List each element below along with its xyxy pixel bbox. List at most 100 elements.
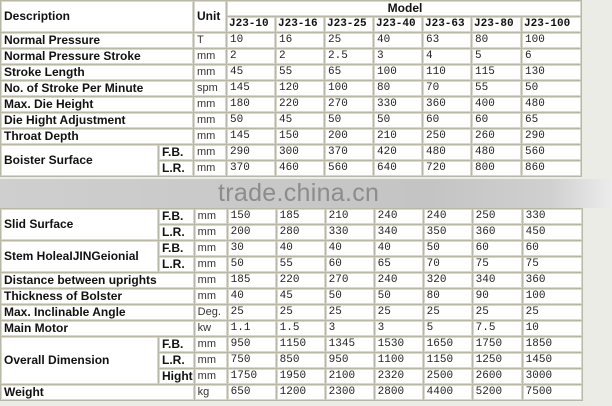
value-cell: 110 [423, 65, 471, 80]
value-cell: 5 [472, 49, 521, 64]
value-cell: 10 [227, 33, 275, 48]
model-header: Model [227, 1, 581, 16]
value-cell: 115 [472, 65, 521, 80]
unit-cell: T [194, 33, 226, 48]
value-cell: 75 [472, 257, 522, 272]
value-cell: 2.5 [325, 49, 373, 64]
value-cell: 360 [522, 273, 582, 288]
unit-cell: mm [194, 289, 227, 304]
value-cell: 40 [325, 241, 374, 256]
unit-cell: mm [194, 145, 226, 160]
unit-cell: mm [194, 369, 227, 384]
value-cell: 460 [276, 161, 324, 176]
value-cell: 1250 [472, 353, 522, 368]
value-cell: 950 [227, 337, 276, 352]
value-cell: 1.1 [227, 321, 276, 336]
value-cell: 1750 [472, 337, 522, 352]
unit-cell: mm [194, 241, 227, 256]
sub-label: L.R. [159, 353, 194, 368]
value-cell: 65 [325, 65, 373, 80]
row-label: Max. Inclinable Angle [1, 305, 194, 320]
value-cell: 1950 [276, 369, 325, 384]
value-cell: 450 [522, 225, 582, 240]
unit-cell: kw [194, 321, 227, 336]
value-cell: 3 [374, 321, 423, 336]
unit-cell: mm [194, 49, 226, 64]
value-cell: 80 [374, 81, 422, 96]
value-cell: 330 [522, 209, 582, 224]
table-row: Stroke Length mm 45 55 65 100 110 115 130 [1, 65, 581, 80]
value-cell: 480 [472, 145, 521, 160]
value-cell: 850 [276, 353, 325, 368]
value-cell: 360 [423, 97, 471, 112]
value-cell: 25 [325, 33, 373, 48]
table-row: Thickness of Bolster mm 40 45 50 50 80 90 100 [1, 289, 582, 304]
row-label: Main Motor [1, 321, 194, 336]
value-cell: 90 [472, 289, 522, 304]
value-cell: 340 [374, 225, 423, 240]
unit-cell: kg [194, 385, 227, 400]
value-cell: 55 [276, 257, 325, 272]
value-cell: 240 [423, 209, 472, 224]
model-header-cell: J23-100 [522, 17, 581, 32]
value-cell: 1345 [325, 337, 374, 352]
row-label: Die Hight Adjustment [1, 113, 193, 128]
value-cell: 480 [423, 145, 471, 160]
sub-label: L.R. [159, 257, 194, 272]
value-cell: 50 [374, 289, 423, 304]
value-cell: 1100 [374, 353, 423, 368]
value-cell: 25 [325, 305, 374, 320]
value-cell: 240 [374, 273, 423, 288]
sub-label: Hight [159, 369, 194, 384]
value-cell: 100 [374, 65, 422, 80]
value-cell: 60 [472, 113, 521, 128]
value-cell: 640 [374, 161, 422, 176]
unit-cell: spm [194, 81, 226, 96]
value-cell: 2800 [374, 385, 423, 400]
value-cell: 720 [423, 161, 471, 176]
table-row: Stem HoleaIJINGeionial F.B. mm 30 40 40 40 50 60… [1, 241, 582, 272]
value-cell: 950 [325, 353, 374, 368]
value-cell: 60 [423, 113, 471, 128]
table-row: Throat Depth mm 145 150 200 210 250 260 290 [1, 129, 581, 144]
watermark-band: trade.china.cn [0, 179, 612, 208]
row-label: Throat Depth [1, 129, 193, 144]
value-cell: 3000 [522, 369, 582, 384]
model-header-cell: J23-40 [374, 17, 422, 32]
value-cell: 40 [276, 241, 325, 256]
value-cell: 63 [423, 33, 471, 48]
model-row: J23-10 J23-16 J23-25 J23-40 J23-63 J23-80 J23-… [1, 17, 581, 32]
value-cell: 1750 [227, 369, 276, 384]
value-cell: 80 [423, 289, 472, 304]
unit-cell: mm [194, 257, 227, 272]
value-cell: 1150 [423, 353, 472, 368]
unit-cell: mm [194, 337, 227, 352]
unit-cell: mm [194, 97, 226, 112]
row-label: Normal Pressure Stroke [1, 49, 193, 64]
value-cell: 240 [374, 209, 423, 224]
value-cell: 30 [227, 241, 276, 256]
value-cell: 370 [227, 161, 275, 176]
value-cell: 50 [374, 113, 422, 128]
unit-cell: mm [194, 129, 226, 144]
value-cell: 220 [276, 273, 325, 288]
value-cell: 420 [374, 145, 422, 160]
value-cell: 350 [423, 225, 472, 240]
model-header-cell: J23-80 [472, 17, 521, 32]
table-row: Distance between uprights mm 185 220 270 240 3… [1, 273, 582, 288]
value-cell: 560 [325, 161, 373, 176]
row-label: Weight [1, 385, 194, 400]
spec-table-top: Description Unit Model J23-10 J23-16 J23-2… [0, 0, 582, 177]
table-row: Normal Pressure T 10 16 25 40 63 80 100 [1, 33, 581, 48]
value-cell: 50 [325, 289, 374, 304]
row-label: Boister Surface [1, 145, 158, 176]
description-header: Description [1, 1, 193, 32]
value-cell: 16 [276, 33, 324, 48]
unit-cell: mm [194, 65, 226, 80]
sub-label: F.B. [159, 209, 194, 224]
value-cell: 860 [522, 161, 581, 176]
table-row: Boister Surface F.B. mm 290 300 370 420 480 480 5… [1, 145, 581, 176]
spec-table-bottom: Slid Surface F.B. mm 150 185 210 240 240 250 330 L… [0, 208, 583, 401]
value-cell: 65 [522, 113, 581, 128]
value-cell: 45 [276, 289, 325, 304]
